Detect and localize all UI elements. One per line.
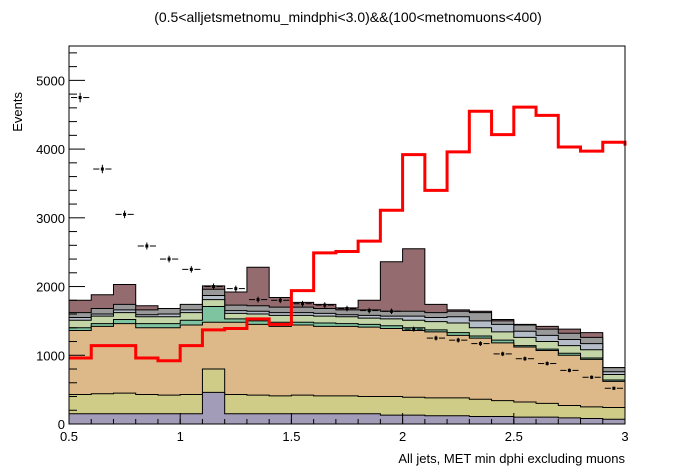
stack-layer-0 xyxy=(68,391,626,425)
x-tick-label: 3 xyxy=(621,429,628,444)
data-point xyxy=(71,92,90,103)
x-tick-label: 2 xyxy=(399,429,406,444)
data-point xyxy=(604,386,623,390)
axis-ticks-layer: 0.5 1 1.5 2 2.5 3 0 1000 2000 3000 4000 5000 xyxy=(36,52,629,444)
y-tick-label: 1000 xyxy=(36,348,65,363)
data-point xyxy=(538,361,557,366)
data-point xyxy=(515,356,535,361)
x-tick-label: 2.5 xyxy=(505,429,523,444)
data-point xyxy=(493,351,512,357)
data-point xyxy=(293,300,312,307)
data-point xyxy=(137,242,156,250)
data-point xyxy=(360,307,379,314)
y-tick-label: 2000 xyxy=(36,280,65,295)
data-point xyxy=(182,266,201,273)
chart-title: (0.5<alljetsmetnomu_mindphi<3.0)&&(100<m… xyxy=(154,9,542,25)
data-point xyxy=(560,368,579,373)
x-tick-label: 1 xyxy=(177,429,184,444)
data-point xyxy=(115,210,134,219)
data-point xyxy=(382,308,401,315)
data-point xyxy=(404,326,423,332)
x-tick-label: 0.5 xyxy=(60,429,78,444)
y-tick-label: 5000 xyxy=(36,73,65,88)
data-point xyxy=(271,297,290,304)
data-point xyxy=(582,375,601,380)
data-point xyxy=(159,255,179,263)
data-point xyxy=(426,335,446,341)
x-axis-label: All jets, MET min dphi excluding muons xyxy=(398,451,625,466)
y-axis-label: Events xyxy=(10,92,25,132)
signal-histogram-line xyxy=(69,105,627,363)
data-point xyxy=(226,285,245,292)
data-points-layer xyxy=(71,92,623,390)
y-tick-label: 0 xyxy=(58,417,65,432)
signal-histogram-layer xyxy=(69,105,627,363)
data-point xyxy=(315,302,334,308)
data-point xyxy=(248,296,268,303)
plot-frame xyxy=(68,45,626,425)
y-tick-label: 3000 xyxy=(36,211,65,226)
y-tick-label: 4000 xyxy=(36,142,65,157)
data-point xyxy=(204,283,223,290)
data-point xyxy=(471,341,490,346)
data-point xyxy=(449,337,468,343)
data-point xyxy=(337,305,357,312)
data-point xyxy=(93,164,112,174)
x-tick-label: 1.5 xyxy=(282,429,300,444)
